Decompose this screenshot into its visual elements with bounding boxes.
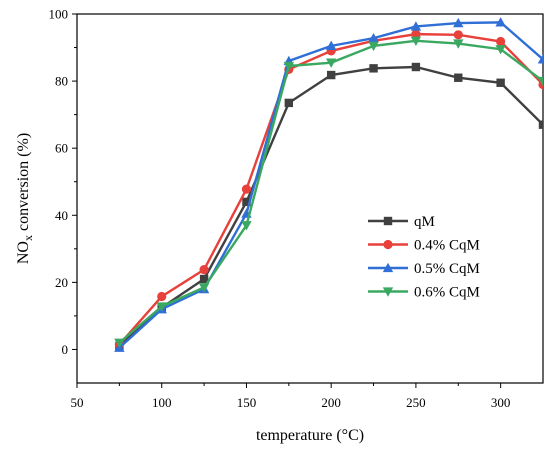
- y-tick-label: 0: [62, 342, 69, 357]
- legend-marker: [383, 239, 393, 250]
- x-tick-label: 200: [321, 395, 341, 410]
- y-axis: 0 20 40 60 80 100: [49, 7, 77, 357]
- plot-border: [76, 13, 544, 384]
- data-point: [114, 338, 125, 348]
- data-point: [325, 40, 337, 51]
- data-point: [537, 76, 543, 87]
- data-point: [369, 64, 378, 73]
- legend-item: 0.4% CqM: [368, 238, 480, 254]
- data-point: [495, 17, 506, 27]
- data-point: [496, 78, 505, 87]
- data-point: [368, 41, 379, 52]
- data-point: [453, 17, 464, 28]
- data-point: [538, 120, 543, 129]
- x-tick-label: 100: [152, 395, 172, 410]
- data-point: [283, 61, 295, 72]
- legend-label: 0.4% CqM: [414, 238, 480, 254]
- data-point: [537, 54, 543, 64]
- series-line: [118, 65, 543, 347]
- y-axis-title-main: NO: [15, 241, 32, 264]
- data-point: [199, 274, 209, 284]
- data-point: [411, 62, 421, 72]
- data-point: [199, 265, 209, 275]
- data-point: [242, 197, 251, 207]
- legend-label: 0.6% CqM: [414, 285, 480, 301]
- legend: qM 0.4% CqM 0.5% CqM 0.6% CqM: [368, 214, 480, 301]
- x-tick-label: 300: [491, 395, 511, 410]
- data-point: [325, 58, 337, 68]
- y-tick-label: 60: [55, 141, 68, 156]
- data-point: [453, 30, 463, 40]
- series-1: [115, 62, 543, 351]
- series-layer: [114, 17, 543, 352]
- data-point: [495, 45, 506, 55]
- data-point: [241, 184, 252, 194]
- x-tick-label: 250: [406, 395, 426, 410]
- data-point: [368, 32, 379, 43]
- plot-frame: [76, 13, 544, 384]
- legend-marker: [382, 262, 394, 273]
- data-point: [326, 70, 336, 80]
- y-axis-title-subscript: x: [21, 235, 35, 241]
- y-tick-label: 80: [55, 74, 68, 89]
- y-axis-title-rest: conversion (%): [15, 133, 32, 235]
- series-4: [114, 36, 543, 348]
- data-point: [284, 98, 294, 108]
- y-tick-label: 100: [49, 7, 69, 22]
- data-point: [410, 21, 422, 31]
- data-point: [411, 29, 421, 39]
- data-point: [157, 291, 167, 302]
- legend-marker: [383, 216, 393, 226]
- data-point: [496, 36, 506, 47]
- x-tick-label: 50: [71, 395, 84, 410]
- x-axis: 50 100 150 200 250 300: [71, 383, 511, 410]
- data-point: [241, 221, 252, 231]
- legend-item: qM: [368, 214, 435, 230]
- x-tick-label: 150: [237, 395, 257, 410]
- y-tick-label: 40: [55, 208, 68, 223]
- legend-item: 0.6% CqM: [368, 285, 480, 301]
- data-point: [410, 36, 422, 47]
- x-axis-title: temperature (°C): [256, 427, 364, 444]
- legend-label: 0.5% CqM: [414, 261, 480, 277]
- legend-marker: [382, 287, 394, 297]
- data-point: [454, 73, 463, 82]
- data-point: [156, 302, 167, 312]
- legend-label: qM: [414, 214, 435, 230]
- y-axis-title: NOx conversion (%): [15, 133, 35, 264]
- legend-item: 0.5% CqM: [368, 261, 480, 277]
- y-tick-label: 20: [55, 275, 68, 290]
- data-point: [453, 39, 464, 49]
- data-point: [198, 283, 210, 293]
